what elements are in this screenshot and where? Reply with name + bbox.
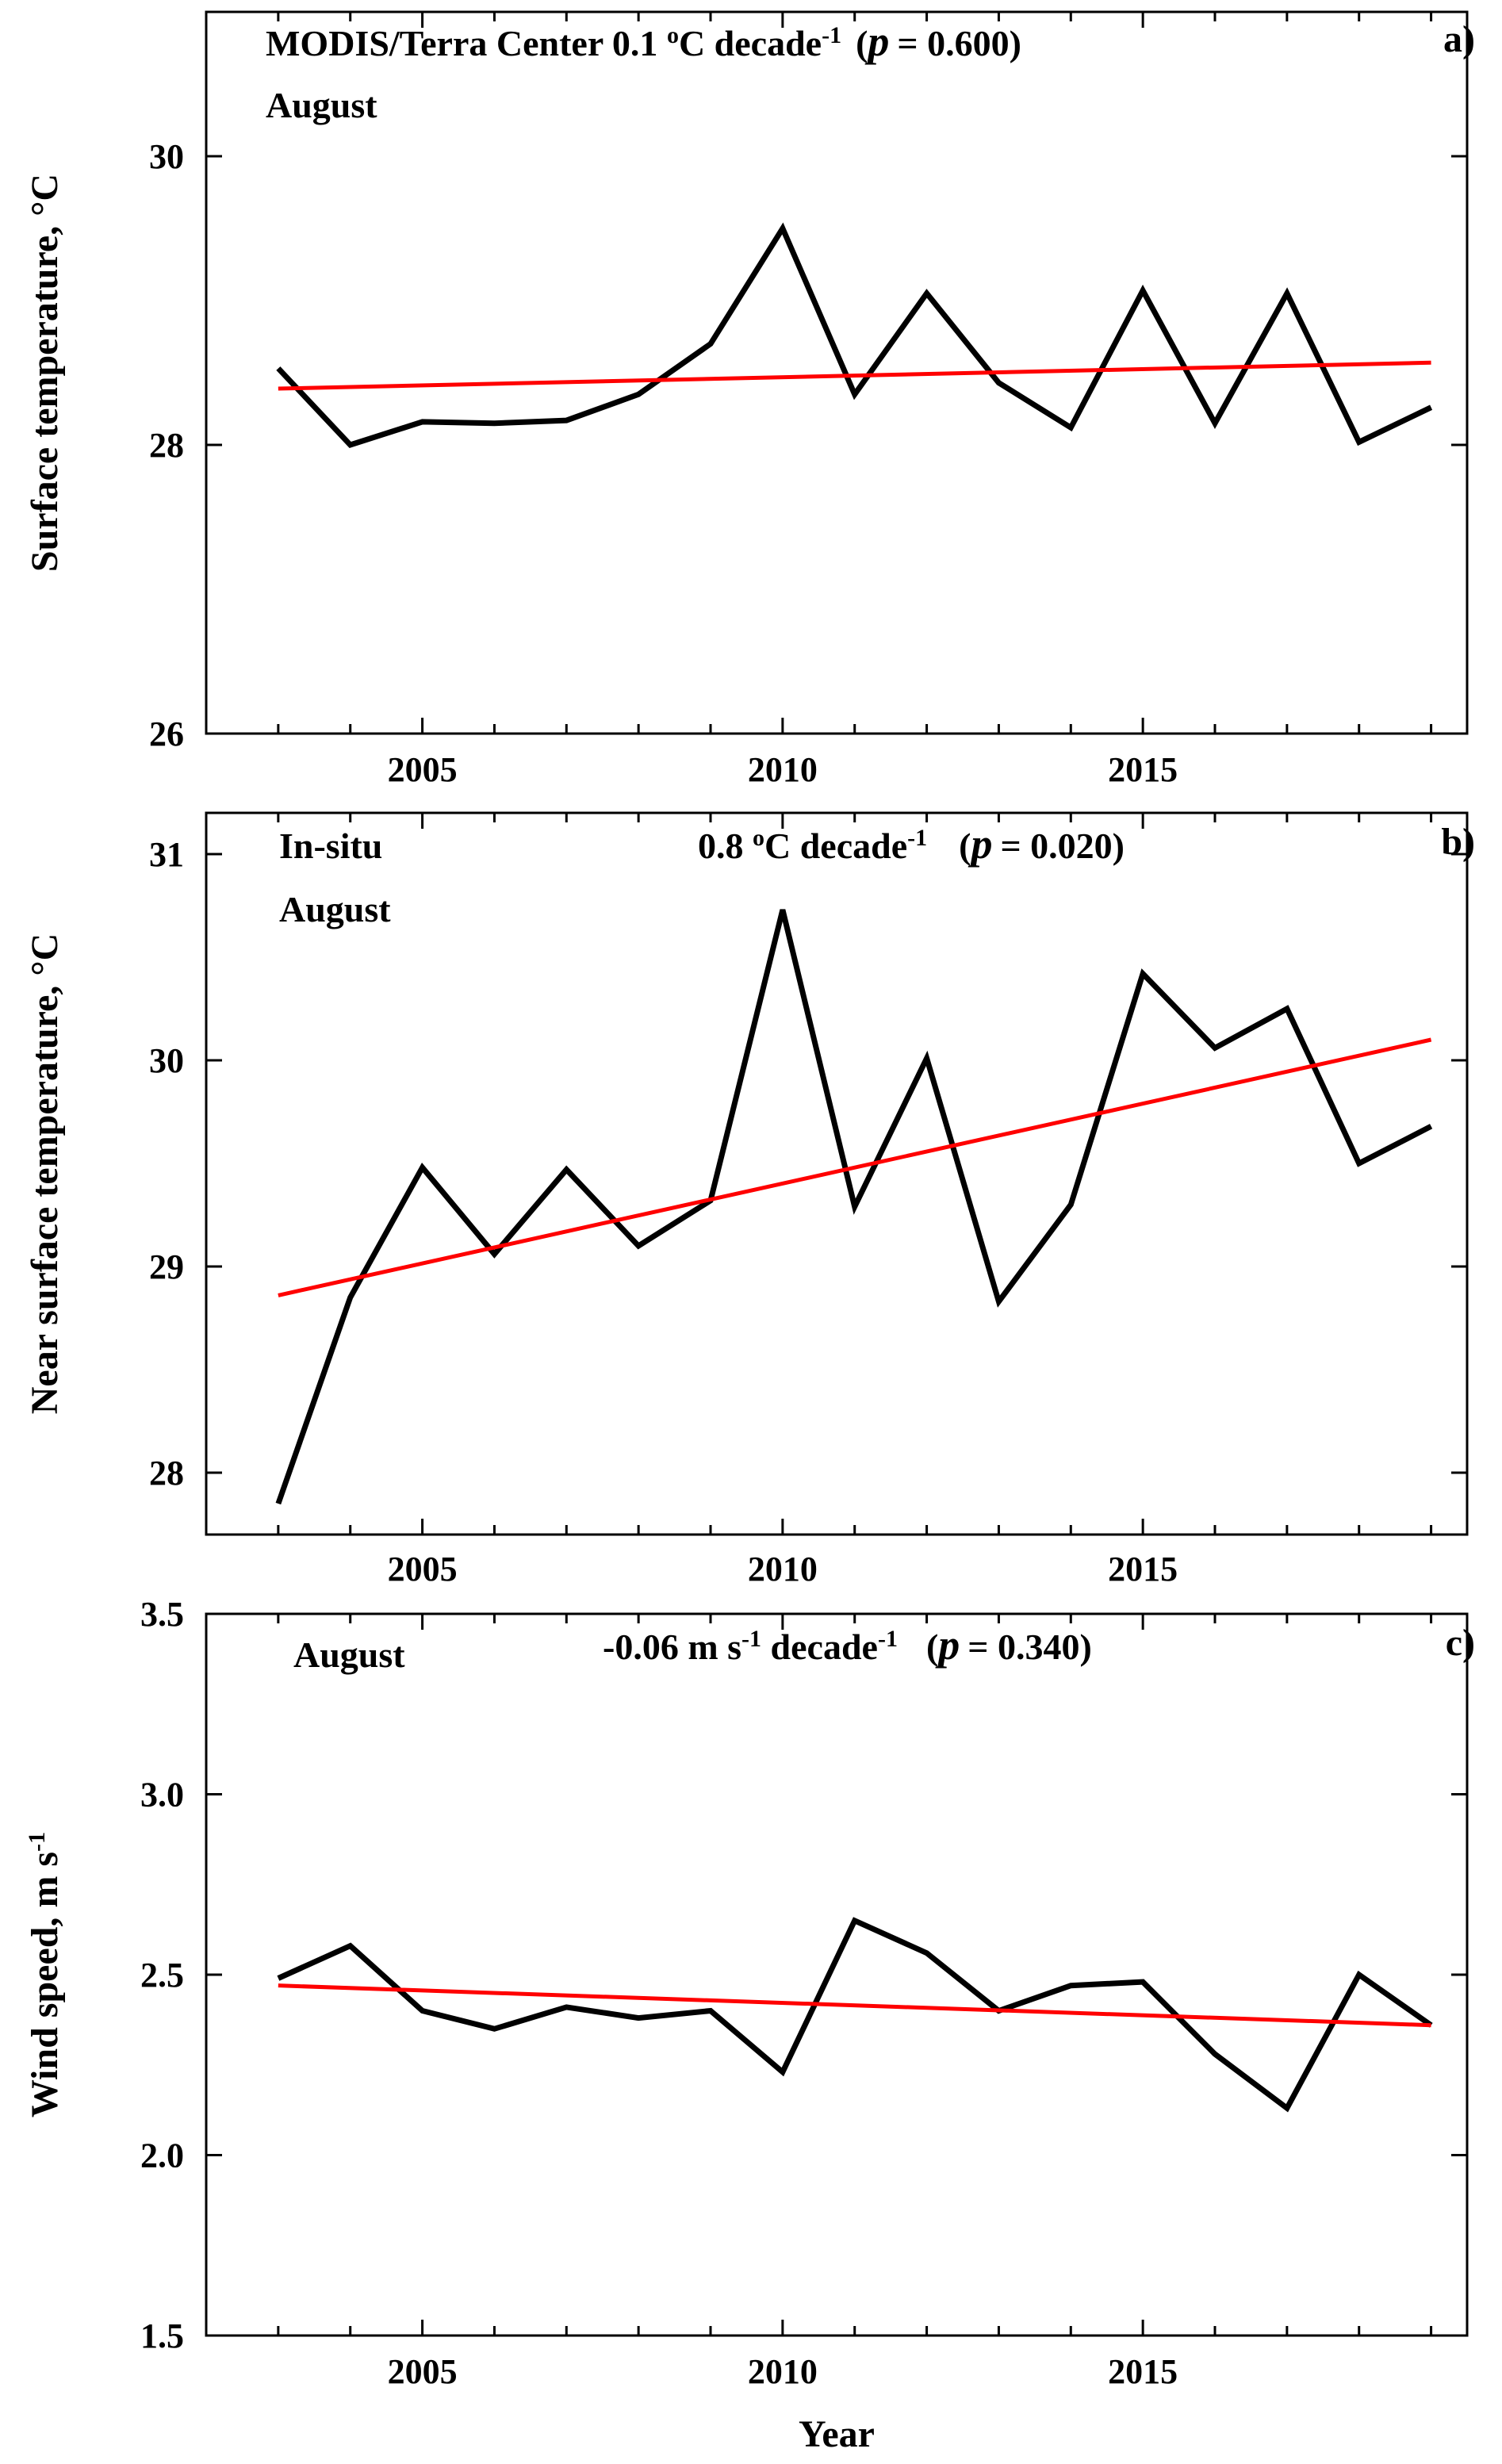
annotation-title: MODIS/Terra Center 0.1 oC decade-1 (p = 0.… [266, 17, 1021, 65]
y-tick-label: 30 [149, 1041, 184, 1080]
x-tick-label: 2010 [748, 750, 818, 789]
x-tick-label: 2005 [388, 1550, 458, 1588]
y-tick-label: 2.0 [140, 2136, 184, 2175]
x-tick-label: 2005 [388, 2352, 458, 2391]
x-tick-label: 2015 [1108, 2352, 1178, 2391]
y-axis-title: Surface temperature, °C [24, 174, 66, 572]
x-tick-label: 2010 [748, 1550, 818, 1588]
panel-tag: c) [1446, 1622, 1475, 1664]
trend-line [278, 360, 1431, 391]
annotation-trend: -0.06 m s-1 decade-1 (p = 0.340) [603, 1621, 1092, 1669]
panel-c: 2005 2010 2015 1.5 2.0 2.5 3.0 3.5 Wind speed, m… [24, 1595, 1476, 2455]
y-axis-title: Wind speed, m s-1 [24, 1832, 67, 2117]
data-series-line [277, 1917, 1433, 2113]
y-tick-label: 26 [149, 715, 184, 753]
panel-b: 2005 2010 2015 28 29 30 31 Near surface tempera… [24, 811, 1475, 1588]
trend-line [278, 1983, 1431, 2028]
y-tick-label: 30 [149, 137, 184, 176]
annotation-month: August [293, 1634, 405, 1675]
x-axis-title: Year [799, 2413, 875, 2455]
annotation-month: August [266, 85, 377, 125]
x-tick-label: 2015 [1108, 1550, 1178, 1588]
x-tick-label: 2005 [388, 750, 458, 789]
trend-line [278, 1037, 1432, 1297]
y-tick-label: 3.5 [140, 1595, 184, 1634]
annotation-title: In-situ [279, 826, 382, 866]
panel-a: 2005 2010 2015 26 28 30 Surface temperature, °… [24, 10, 1475, 789]
annotation-trend: 0.8 oC decade-1 (p = 0.020) [698, 820, 1125, 868]
plot-frame [205, 811, 1469, 1536]
panel-tag: a) [1443, 18, 1475, 60]
x-tick-label: 2010 [748, 2352, 818, 2391]
y-tick-label: 29 [149, 1247, 184, 1286]
y-tick-label: 28 [149, 1454, 184, 1493]
y-tick-label: 28 [149, 426, 184, 465]
data-series-line [275, 909, 1433, 1505]
panel-tag: b) [1441, 821, 1475, 863]
y-tick-label: 2.5 [140, 1956, 184, 1995]
plot-frame [205, 10, 1469, 735]
annotation-month: August [279, 889, 391, 929]
x-tick-label: 2015 [1108, 750, 1178, 789]
y-tick-label: 3.0 [140, 1776, 184, 1814]
plot-frame [205, 1612, 1469, 2337]
y-tick-label: 1.5 [140, 2316, 184, 2355]
y-axis-title: Near surface temperature, °C [24, 933, 66, 1415]
data-series-line [276, 222, 1433, 449]
y-tick-label: 31 [149, 835, 184, 874]
